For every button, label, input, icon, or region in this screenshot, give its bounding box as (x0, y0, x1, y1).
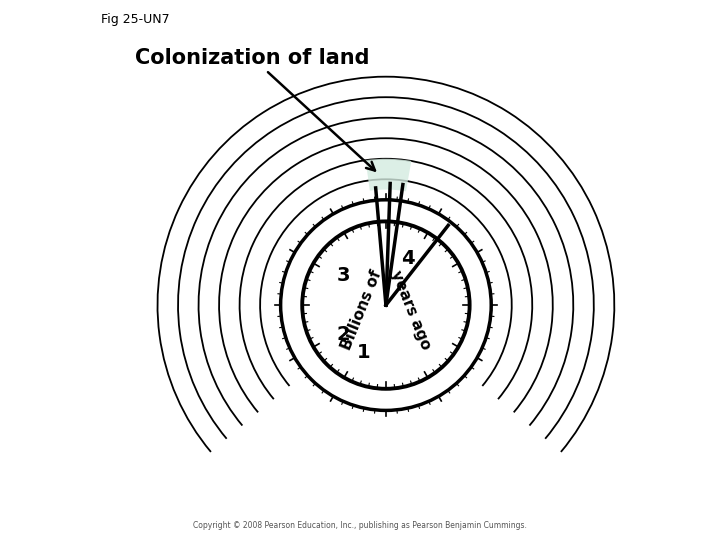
Text: Colonization of land: Colonization of land (135, 48, 375, 171)
Text: 1: 1 (357, 343, 371, 362)
Text: 3: 3 (337, 266, 350, 285)
Text: years ago: years ago (387, 269, 433, 352)
Text: Billions of: Billions of (339, 268, 384, 353)
Text: Copyright © 2008 Pearson Education, Inc., publishing as Pearson Benjamin Cumming: Copyright © 2008 Pearson Education, Inc.… (193, 521, 527, 530)
Text: 4: 4 (401, 248, 415, 267)
Text: Fig 25-UN7: Fig 25-UN7 (101, 14, 169, 26)
Wedge shape (366, 159, 411, 191)
Text: 2: 2 (336, 326, 350, 345)
